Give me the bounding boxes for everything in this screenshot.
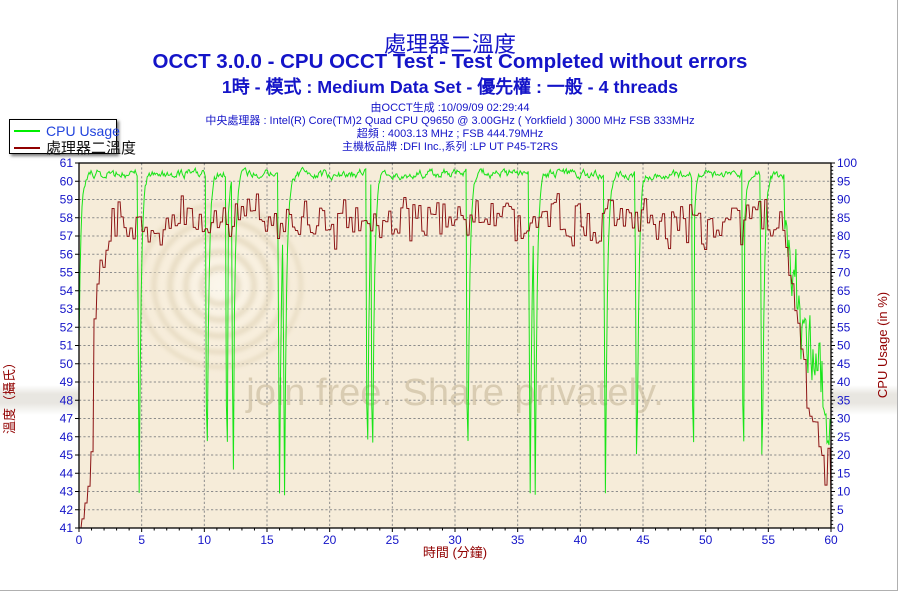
svg-text:60: 60: [837, 302, 851, 316]
svg-text:41: 41: [60, 521, 74, 535]
svg-text:65: 65: [837, 284, 851, 298]
svg-text:51: 51: [60, 339, 74, 353]
svg-text:45: 45: [837, 357, 851, 371]
svg-text:CPU Usage (in %): CPU Usage (in %): [875, 292, 890, 398]
svg-text:5: 5: [138, 533, 145, 547]
svg-text:58: 58: [60, 211, 74, 225]
svg-text:52: 52: [60, 320, 74, 334]
svg-text:49: 49: [60, 375, 74, 389]
svg-text:53: 53: [60, 302, 74, 316]
svg-text:46: 46: [60, 430, 74, 444]
svg-text:50: 50: [837, 339, 851, 353]
svg-text:75: 75: [837, 247, 851, 261]
svg-text:70: 70: [837, 266, 851, 280]
svg-text:35: 35: [511, 533, 525, 547]
svg-text:15: 15: [837, 466, 851, 480]
svg-text:55: 55: [60, 266, 74, 280]
svg-text:時間 (分鐘): 時間 (分鐘): [423, 545, 487, 560]
svg-text:54: 54: [60, 284, 74, 298]
svg-text:42: 42: [60, 503, 74, 517]
svg-text:35: 35: [837, 393, 851, 407]
svg-text:join free. Share privately.: join free. Share privately.: [245, 372, 664, 414]
svg-text:25: 25: [386, 533, 400, 547]
svg-text:15: 15: [260, 533, 274, 547]
svg-text:85: 85: [837, 211, 851, 225]
svg-text:0: 0: [837, 521, 844, 535]
svg-text:20: 20: [323, 533, 337, 547]
svg-text:10: 10: [198, 533, 212, 547]
svg-text:95: 95: [837, 174, 851, 188]
svg-text:0: 0: [76, 533, 83, 547]
svg-text:40: 40: [837, 375, 851, 389]
svg-text:56: 56: [60, 247, 74, 261]
svg-text:10: 10: [837, 485, 851, 499]
svg-text:90: 90: [837, 193, 851, 207]
svg-text:30: 30: [837, 412, 851, 426]
svg-text:61: 61: [60, 156, 74, 170]
svg-text:45: 45: [60, 448, 74, 462]
svg-text:50: 50: [60, 357, 74, 371]
svg-text:45: 45: [636, 533, 650, 547]
svg-text:43: 43: [60, 485, 74, 499]
svg-text:44: 44: [60, 466, 74, 480]
svg-text:20: 20: [837, 448, 851, 462]
svg-text:50: 50: [699, 533, 713, 547]
svg-text:100: 100: [837, 156, 857, 170]
svg-text:30: 30: [448, 533, 462, 547]
svg-text:47: 47: [60, 412, 74, 426]
svg-text:40: 40: [574, 533, 588, 547]
svg-text:48: 48: [60, 393, 74, 407]
svg-text:59: 59: [60, 193, 74, 207]
svg-text:溫度（攝氏）: 溫度（攝氏）: [2, 356, 17, 434]
svg-text:80: 80: [837, 229, 851, 243]
svg-text:55: 55: [762, 533, 776, 547]
svg-text:5: 5: [837, 503, 844, 517]
svg-text:25: 25: [837, 430, 851, 444]
svg-text:55: 55: [837, 320, 851, 334]
svg-text:57: 57: [60, 229, 74, 243]
svg-text:60: 60: [60, 174, 74, 188]
svg-text:60: 60: [824, 533, 838, 547]
